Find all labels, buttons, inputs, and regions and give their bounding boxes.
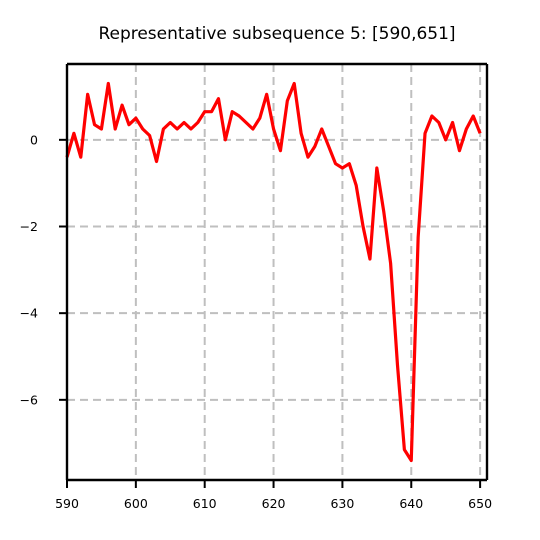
x-tick-label: 590 bbox=[55, 496, 79, 511]
y-tick-label: −4 bbox=[20, 306, 38, 321]
x-tick-label: 600 bbox=[124, 496, 148, 511]
x-tick-label: 650 bbox=[468, 496, 492, 511]
y-tick-label: −6 bbox=[20, 392, 38, 407]
x-tick-label: 630 bbox=[330, 496, 354, 511]
y-tick-label: −2 bbox=[20, 219, 38, 234]
y-tick-label: 0 bbox=[30, 132, 38, 147]
grid bbox=[66, 64, 487, 480]
x-tick-label: 620 bbox=[262, 496, 286, 511]
chart-title: Representative subsequence 5: [590,651] bbox=[98, 24, 455, 44]
axes bbox=[65, 62, 489, 482]
y-axis-ticks: 0 −2 −4 −6 bbox=[20, 132, 67, 407]
x-axis-ticks: 590 600 610 620 630 640 650 bbox=[55, 480, 492, 511]
series-line bbox=[65, 81, 482, 463]
series-layer bbox=[65, 81, 482, 463]
x-tick-label: 610 bbox=[193, 496, 217, 511]
x-tick-label: 640 bbox=[399, 496, 423, 511]
